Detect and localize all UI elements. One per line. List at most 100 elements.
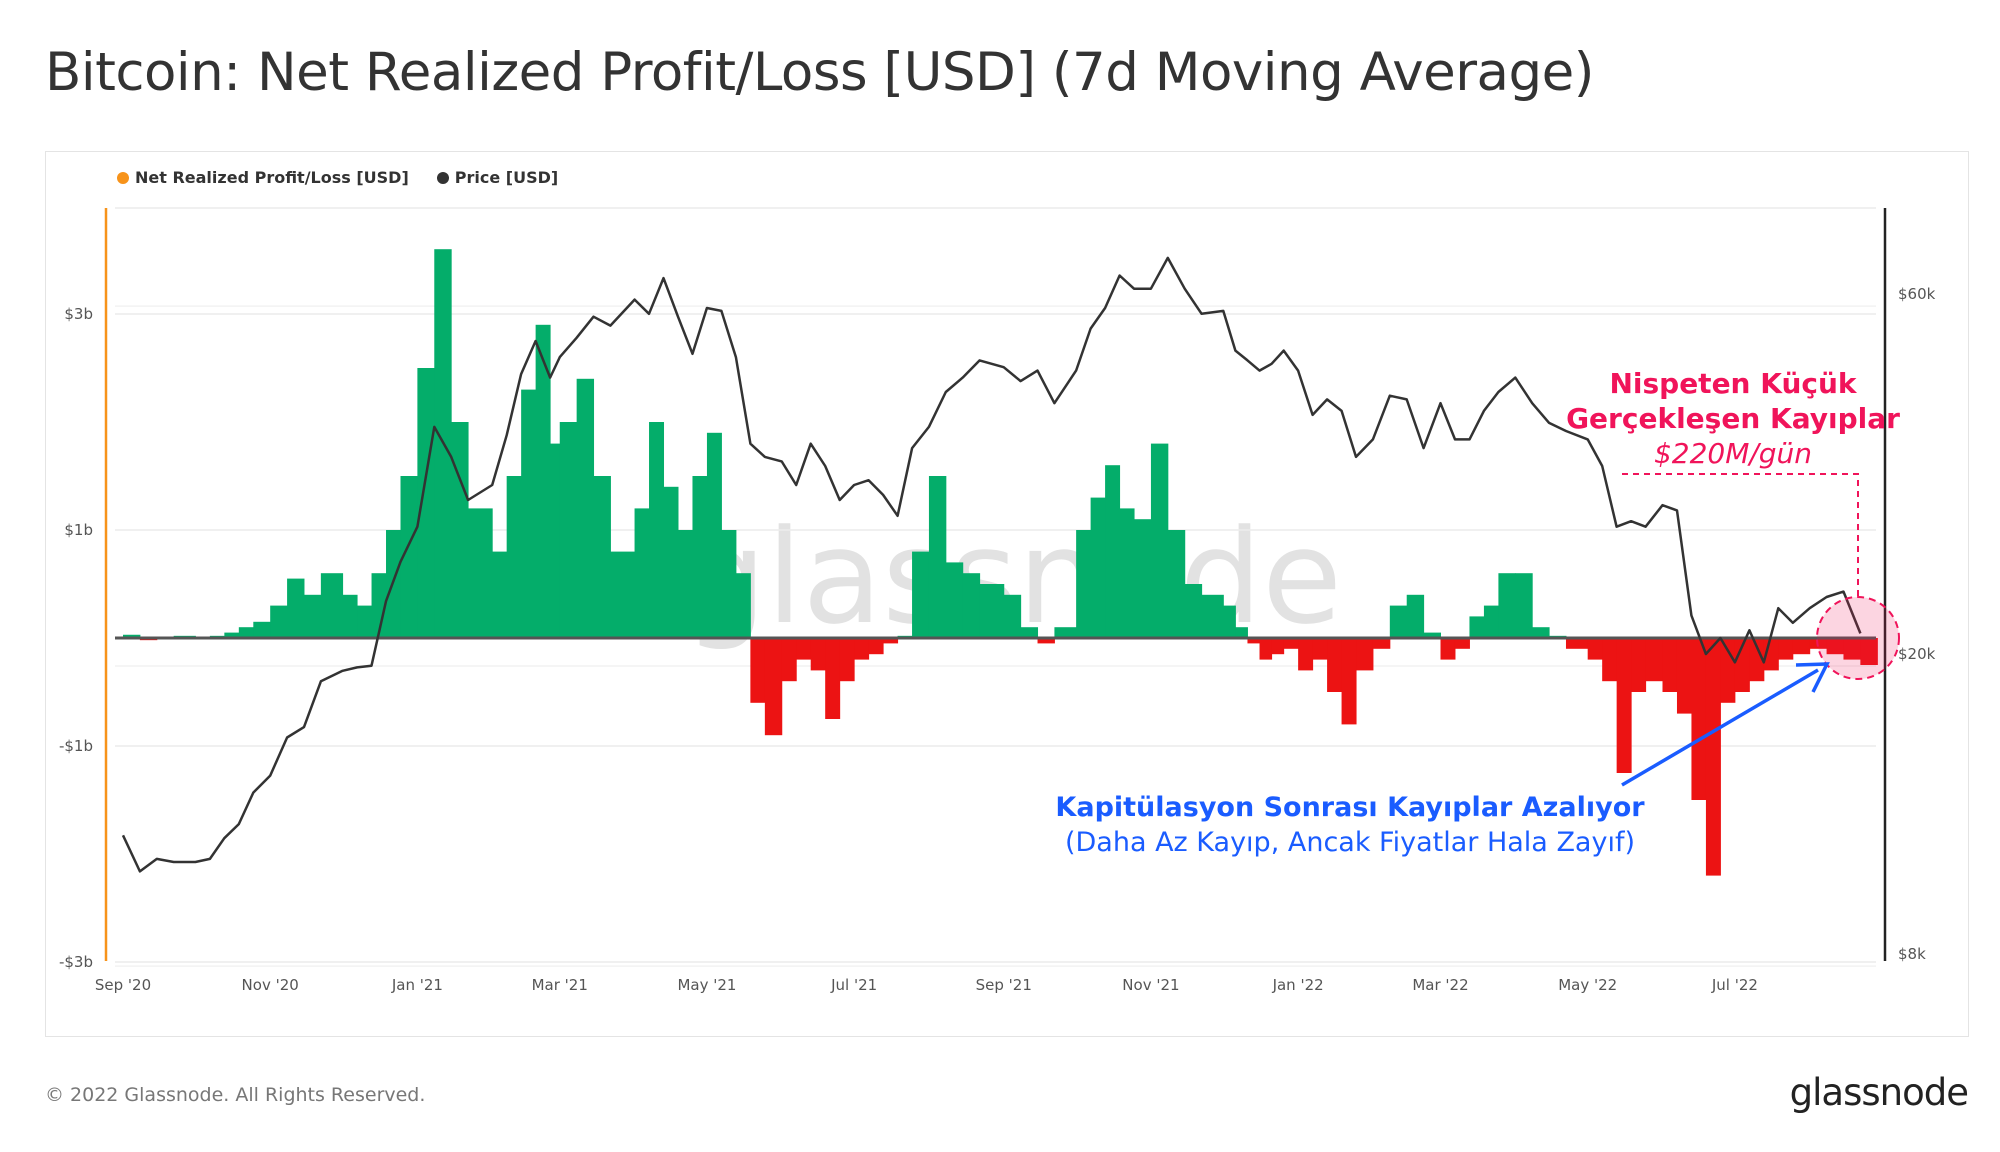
nrpl-bar <box>1054 627 1077 638</box>
nrpl-bar <box>506 476 522 638</box>
x-tick-label: Mar '21 <box>532 976 588 994</box>
nrpl-bar <box>123 634 141 638</box>
legend: Net Realized Profit/Loss [USD] Price [US… <box>117 168 558 187</box>
legend-item-price[interactable]: Price [USD] <box>436 168 559 187</box>
nrpl-bar <box>224 632 240 638</box>
chart-panel <box>45 151 1969 1037</box>
x-tick-label: Jan '22 <box>1272 976 1324 994</box>
nrpl-bar <box>320 573 344 638</box>
nrpl-bar <box>1691 638 1707 800</box>
nrpl-bar <box>868 638 884 655</box>
nrpl-bar <box>1271 638 1285 655</box>
left-tick-label: $3b <box>64 305 93 323</box>
nrpl-bar <box>1020 627 1039 638</box>
nrpl-bar <box>1515 573 1533 638</box>
nrpl-bar <box>677 530 693 638</box>
nrpl-bar <box>1705 638 1721 876</box>
nrpl-bar <box>1498 573 1516 638</box>
legend-item-nrpl[interactable]: Net Realized Profit/Loss [USD] <box>117 168 409 187</box>
nrpl-bar <box>1587 638 1603 660</box>
legend-dot-icon <box>117 171 129 184</box>
legend-dot-icon <box>436 171 449 184</box>
nrpl-bar <box>253 621 271 638</box>
nrpl-bar <box>576 378 595 638</box>
nrpl-bar <box>270 605 288 638</box>
nrpl-bar <box>883 638 899 644</box>
legend-label-price: Price [USD] <box>454 168 559 187</box>
nrpl-bar <box>1602 638 1618 682</box>
annotation-red-line1: Nispeten Küçük <box>1609 367 1857 400</box>
glassnode-logo: glassnode <box>1789 1071 1969 1114</box>
nrpl-bar <box>1037 638 1055 644</box>
nrpl-bar <box>928 476 947 638</box>
nrpl-bar <box>1259 638 1273 660</box>
nrpl-bar <box>1645 638 1663 682</box>
nrpl-bar <box>649 422 665 638</box>
nrpl-bar <box>559 422 578 638</box>
nrpl-bar <box>1483 605 1499 638</box>
nrpl-bar <box>1003 594 1022 638</box>
nrpl-bar <box>912 551 930 638</box>
nrpl-bar <box>1389 605 1408 638</box>
x-tick-label: Nov '20 <box>242 976 299 994</box>
nrpl-bar <box>550 443 561 638</box>
legend-label-nrpl: Net Realized Profit/Loss [USD] <box>135 168 409 187</box>
nrpl-bar <box>810 638 826 671</box>
nrpl-bar <box>1532 627 1550 638</box>
nrpl-bar <box>1105 465 1121 638</box>
price-line <box>121 256 1862 873</box>
axis-ticks: $3b $1b -$1b -$3b $60k $20k $8k Sep '20 Nov '20 J… <box>59 285 1936 994</box>
nrpl-bar <box>1298 638 1314 671</box>
nrpl-bar <box>764 638 783 736</box>
nrpl-bar <box>1076 530 1092 638</box>
nrpl-bar <box>1312 638 1328 660</box>
nrpl-bar <box>1792 638 1811 655</box>
nrpl-bar <box>1631 638 1647 692</box>
right-tick-label: $60k <box>1898 285 1936 303</box>
x-tick-label: Jul '21 <box>830 976 877 994</box>
nrpl-bar <box>451 422 469 638</box>
nrpl-bar <box>692 476 708 638</box>
nrpl-bar <box>1235 627 1248 638</box>
nrpl-bar <box>750 638 766 703</box>
nrpl-bar <box>1119 508 1135 638</box>
right-tick-label: $20k <box>1898 645 1936 663</box>
nrpl-bar <box>796 638 812 660</box>
x-tick-label: May '22 <box>1558 976 1617 994</box>
nrpl-bar <box>1134 519 1152 638</box>
nrpl-bar <box>1223 605 1236 638</box>
nrpl-bar <box>781 638 797 682</box>
annotation-arrow <box>1621 668 1819 787</box>
x-tick-label: Sep '21 <box>976 976 1032 994</box>
nrpl-bar <box>1843 638 1861 660</box>
nrpl-bar <box>854 638 870 660</box>
x-tick-label: May '21 <box>677 976 736 994</box>
nrpl-bar <box>287 578 305 638</box>
x-tick-label: Jan '21 <box>391 976 443 994</box>
nrpl-bar <box>1247 638 1261 644</box>
nrpl-bar <box>1860 638 1878 665</box>
nrpl-bar <box>357 605 373 638</box>
nrpl-bar <box>610 551 636 638</box>
chart-title: Bitcoin: Net Realized Profit/Loss [USD] … <box>45 42 1594 103</box>
copyright-footer: © 2022 Glassnode. All Rights Reserved. <box>45 1084 426 1106</box>
nrpl-bar <box>593 476 611 638</box>
left-tick-label: -$1b <box>59 737 93 755</box>
annotation-blue-line2: (Daha Az Kayıp, Ancak Fiyatlar Hala Zayı… <box>1065 827 1635 858</box>
nrpl-bar <box>1749 638 1765 682</box>
nrpl-bar <box>1201 594 1224 638</box>
nrpl-bar <box>735 573 751 638</box>
nrpl-bar <box>1184 584 1203 638</box>
nrpl-bar <box>839 638 855 682</box>
nrpl-bar <box>238 627 254 638</box>
highlight-circle <box>1816 596 1900 680</box>
nrpl-bar <box>663 486 679 638</box>
nrpl-bar <box>492 551 508 638</box>
x-tick-label: Nov '21 <box>1122 976 1179 994</box>
nrpl-bar <box>1676 638 1692 714</box>
x-tick-label: Sep '20 <box>95 976 151 994</box>
nrpl-bar <box>1809 638 1828 649</box>
nrpl-bar <box>1720 638 1736 703</box>
nrpl-bar <box>1283 638 1299 649</box>
